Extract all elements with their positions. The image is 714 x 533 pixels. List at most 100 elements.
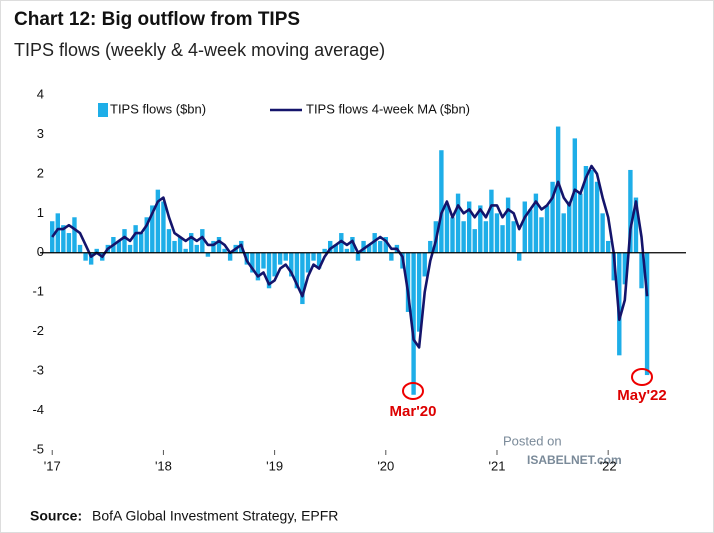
bar (555, 126, 561, 253)
bar (305, 252, 311, 273)
bar (550, 181, 555, 253)
source-label: Source: (30, 508, 82, 524)
bar (116, 240, 122, 253)
bar (277, 252, 283, 265)
bar (422, 252, 427, 277)
bar (439, 150, 444, 253)
bar (77, 244, 83, 253)
bar (333, 244, 338, 253)
bar (644, 252, 650, 376)
y-tick-label: 2 (37, 165, 44, 180)
bar (533, 193, 539, 253)
bar (350, 237, 355, 253)
x-tick-label: '17 (44, 458, 61, 473)
bar (289, 252, 294, 277)
bar (322, 248, 327, 253)
x-tick-label: '21 (489, 458, 506, 473)
bar (589, 169, 594, 253)
bar (639, 252, 644, 289)
bar (88, 252, 94, 265)
bar (628, 169, 633, 253)
bar (183, 248, 188, 253)
bar (255, 252, 261, 281)
bar (94, 248, 99, 253)
bar (144, 217, 149, 253)
bar (561, 213, 566, 253)
bar (211, 240, 216, 253)
bar (544, 205, 550, 253)
bar (222, 248, 227, 253)
bar (150, 205, 155, 253)
y-tick-label: -5 (32, 441, 44, 456)
x-tick-label: '18 (155, 458, 172, 473)
bar (461, 221, 466, 253)
bar (567, 201, 572, 253)
legend-label: TIPS flows ($bn) (110, 101, 206, 116)
bar (633, 197, 639, 253)
bar (411, 252, 416, 395)
bar (166, 229, 172, 253)
bar (194, 244, 199, 253)
bar (316, 252, 322, 269)
x-tick-label: '22 (600, 458, 617, 473)
y-tick-label: -1 (32, 284, 44, 299)
bar (583, 166, 589, 253)
bar (250, 252, 255, 273)
watermark: ISABELNET.com (527, 453, 622, 467)
bar (227, 252, 233, 261)
bar (472, 229, 477, 253)
bar (205, 252, 211, 257)
bar (489, 189, 494, 253)
y-tick-label: -3 (32, 363, 44, 378)
bar (389, 252, 394, 261)
bar (55, 213, 60, 253)
bar (522, 201, 527, 253)
y-tick-label: 4 (37, 86, 44, 101)
bar (72, 217, 77, 253)
bar (261, 252, 266, 269)
legend-swatch (98, 103, 108, 117)
bar (428, 240, 433, 253)
bar (127, 244, 133, 253)
bar (622, 252, 628, 285)
bar (378, 240, 383, 253)
bar (416, 252, 422, 332)
bar (177, 237, 183, 253)
bar (444, 205, 450, 253)
bar (122, 229, 127, 253)
bar (138, 233, 144, 253)
bar (505, 197, 511, 253)
bar (155, 189, 161, 253)
bar (172, 240, 177, 253)
bar (200, 229, 205, 253)
line (51, 164, 649, 349)
bar (572, 138, 578, 253)
bar (366, 244, 372, 253)
y-tick-label: 0 (37, 244, 44, 259)
bar (266, 252, 272, 289)
y-tick-label: -4 (32, 402, 44, 417)
bar (300, 252, 305, 305)
bar (578, 193, 583, 253)
bar (372, 233, 377, 253)
bar (500, 225, 505, 253)
bar (494, 213, 500, 253)
bar (216, 237, 222, 253)
bar (355, 252, 361, 261)
source: BofA Global Investment Strategy, EPFR (92, 508, 338, 524)
bar (600, 213, 605, 253)
bar (483, 221, 489, 253)
bar (478, 205, 483, 253)
bar (361, 240, 366, 253)
bar (344, 248, 350, 253)
bar (66, 233, 72, 253)
annotation-circle (631, 368, 653, 386)
bar (83, 252, 88, 261)
bar (466, 201, 472, 253)
bar (450, 217, 455, 253)
bar (327, 240, 333, 253)
bar (283, 252, 288, 261)
y-tick-label: 1 (37, 205, 44, 220)
bar (311, 252, 316, 261)
